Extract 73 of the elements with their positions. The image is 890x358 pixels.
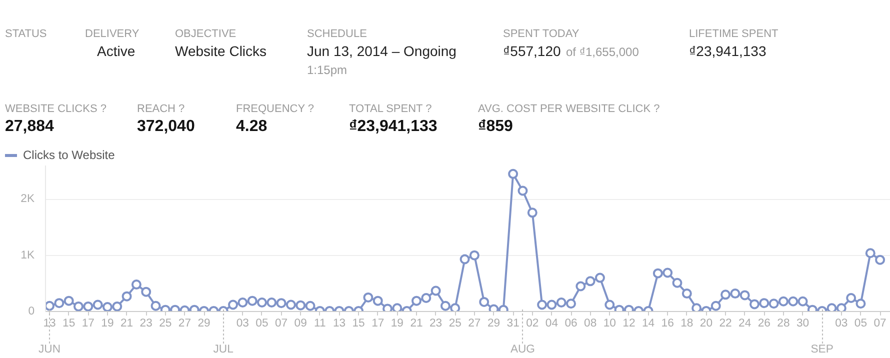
x-tick-label: 17 <box>372 318 384 330</box>
y-tick-label: 0 <box>28 306 35 318</box>
x-tick-label: 22 <box>719 318 732 330</box>
x-tick-label: 18 <box>680 318 694 330</box>
text: ₫557,120 <box>503 43 561 60</box>
text: ₫23,941,133 <box>689 43 766 60</box>
x-tick-label: 08 <box>584 318 597 330</box>
x-tick-label: 25 <box>159 318 172 330</box>
x-tick-label: 19 <box>390 318 404 330</box>
text: 372,040 <box>137 118 195 136</box>
y-tick-label: 2K <box>20 193 35 206</box>
text: OBJECTIVE <box>175 28 236 41</box>
y-tick-label: 1K <box>20 249 35 262</box>
x-tick-label: 26 <box>758 318 770 330</box>
text: SCHEDULE <box>307 28 367 41</box>
legend-item: Clicks to Website <box>5 148 115 162</box>
text: STATUS <box>5 28 47 41</box>
x-tick-label: 14 <box>642 318 655 330</box>
ref-line-label: JUL <box>213 344 234 356</box>
x-tick-label: 17 <box>82 318 94 330</box>
x-tick-label: 19 <box>101 318 114 330</box>
text: DELIVERY <box>85 28 140 41</box>
ref-line-label: AUG <box>510 344 536 356</box>
x-tick-label: 23 <box>140 318 152 330</box>
text: Jun 13, 2014 – Ongoing <box>307 43 456 60</box>
x-tick-label: 16 <box>661 318 674 330</box>
x-tick-label: 12 <box>622 318 636 330</box>
x-tick-label: 10 <box>603 318 616 330</box>
ref-line-label: SEP <box>810 344 834 356</box>
x-tick-label: 29 <box>198 318 210 330</box>
x-tick-label: 20 <box>700 318 713 330</box>
x-tick-label: 30 <box>796 318 810 330</box>
text: WEBSITE CLICKS ? <box>5 103 106 116</box>
x-tick-label: 27 <box>178 318 192 330</box>
x-tick-label: 05 <box>854 318 868 330</box>
text: TOTAL SPENT ? <box>349 103 432 116</box>
x-tick-label: 13 <box>43 318 56 330</box>
x-tick-label: 09 <box>294 318 307 330</box>
text: FREQUENCY ? <box>236 103 314 116</box>
x-tick-label: 23 <box>430 318 442 330</box>
x-tick-label: 11 <box>314 318 326 330</box>
x-tick-label: 29 <box>487 318 500 330</box>
x-tick-label: 02 <box>526 318 539 330</box>
text: ₫23,941,133 <box>349 118 438 136</box>
x-tick-label: 31 <box>506 318 520 330</box>
text: ₫859 <box>478 118 513 136</box>
text: 27,884 <box>5 118 54 136</box>
x-tick-label: 04 <box>545 318 558 330</box>
text: AVG. COST PER WEBSITE CLICK ? <box>478 103 660 116</box>
x-tick-label: 03 <box>236 318 249 330</box>
x-tick-label: 15 <box>352 318 365 330</box>
x-tick-label: 28 <box>777 318 790 330</box>
x-tick-label: 07 <box>874 318 886 330</box>
text: 4.28 <box>236 118 268 136</box>
x-tick-label: 15 <box>62 318 76 330</box>
text: Website Clicks <box>175 43 267 60</box>
x-tick-label: 21 <box>410 318 423 330</box>
text: SPENT TODAY <box>503 28 580 41</box>
text: of ₫1,655,000 <box>566 45 639 60</box>
text: LIFETIME SPENT <box>689 28 778 41</box>
x-tick-label: 07 <box>274 318 288 330</box>
text: REACH ? <box>137 103 185 116</box>
x-tick-label: 06 <box>564 318 578 330</box>
x-tick-label: 25 <box>448 318 462 330</box>
x-tick-label: 03 <box>835 318 848 330</box>
x-tick-label: 21 <box>120 318 134 330</box>
x-tick-label: 05 <box>256 318 268 330</box>
x-tick-label: 13 <box>332 318 346 330</box>
ref-line-label: JUN <box>38 344 61 356</box>
x-tick-label: 27 <box>468 318 481 330</box>
text: Active <box>97 43 136 60</box>
text: 1:15pm <box>307 63 348 78</box>
x-tick-label: 24 <box>738 318 752 330</box>
